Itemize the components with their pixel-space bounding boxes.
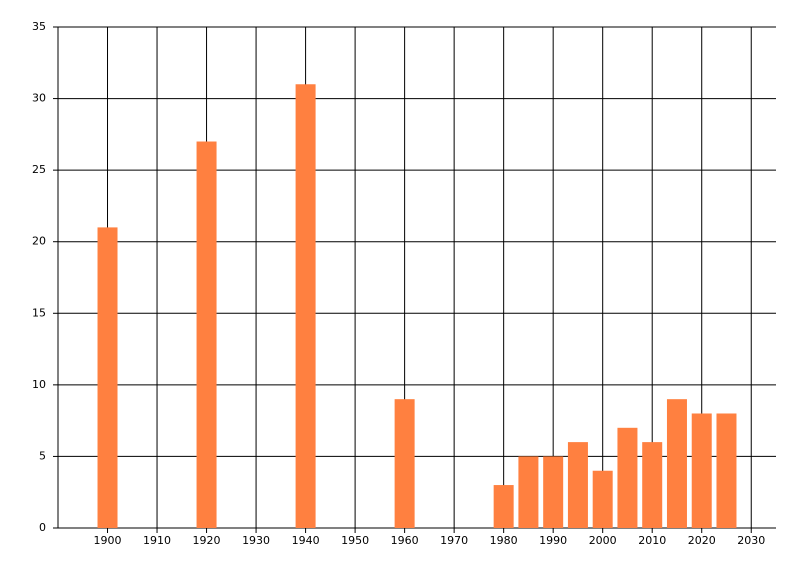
bar xyxy=(691,413,712,528)
x-tick-label: 2000 xyxy=(589,534,617,547)
bar xyxy=(567,442,588,528)
y-tick-label: 25 xyxy=(32,163,46,176)
bar xyxy=(617,427,638,528)
bar xyxy=(394,399,415,528)
y-tick-label: 5 xyxy=(39,449,46,462)
x-tick-label: 1900 xyxy=(94,534,122,547)
bar xyxy=(666,399,687,528)
y-tick-label: 15 xyxy=(32,306,46,319)
bar xyxy=(493,485,514,528)
bar xyxy=(518,456,539,528)
y-tick-label: 20 xyxy=(32,235,46,248)
x-tick-label: 1960 xyxy=(391,534,419,547)
x-tick-label: 1980 xyxy=(490,534,518,547)
bar xyxy=(592,470,613,528)
bar xyxy=(97,227,118,528)
y-tick-label: 30 xyxy=(32,92,46,105)
bar xyxy=(295,84,316,528)
y-tick-label: 10 xyxy=(32,378,46,391)
x-tick-label: 1920 xyxy=(193,534,221,547)
x-tick-label: 1940 xyxy=(292,534,320,547)
bar xyxy=(642,442,663,528)
x-tick-label: 1950 xyxy=(341,534,369,547)
bar xyxy=(716,413,737,528)
y-tick-label: 35 xyxy=(32,20,46,33)
bar xyxy=(196,141,217,528)
x-tick-label: 2030 xyxy=(737,534,765,547)
x-tick-label: 2020 xyxy=(688,534,716,547)
x-tick-label: 1990 xyxy=(539,534,567,547)
y-tick-label: 0 xyxy=(39,521,46,534)
bar xyxy=(543,456,564,528)
x-tick-label: 1910 xyxy=(143,534,171,547)
x-tick-label: 2010 xyxy=(638,534,666,547)
x-tick-label: 1970 xyxy=(440,534,468,547)
x-tick-label: 1930 xyxy=(242,534,270,547)
